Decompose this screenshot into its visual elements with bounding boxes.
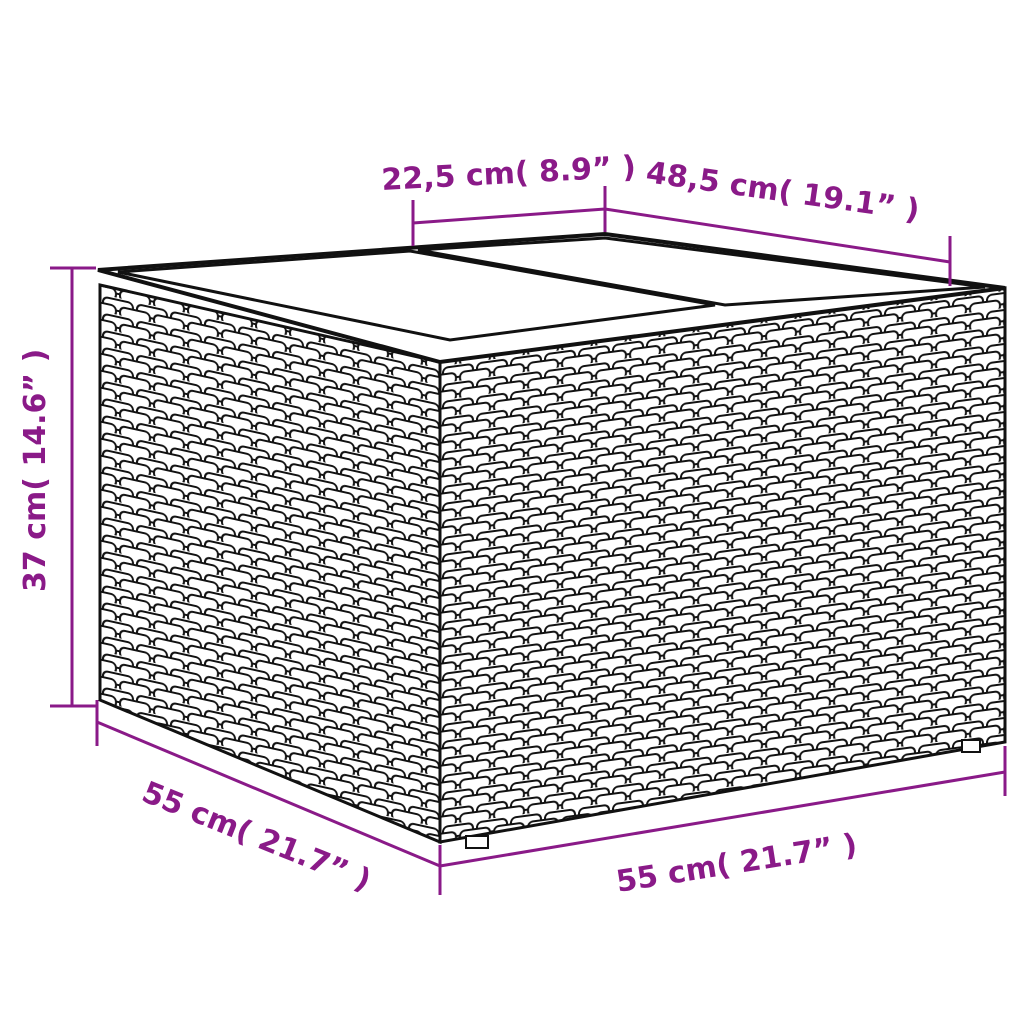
width-label: 55 cm( 21.7” ) <box>614 827 860 900</box>
lid-panel-left <box>117 249 716 342</box>
lid-width-label: 22,5 cm( 8.9” ) <box>381 150 637 198</box>
dimension-lines <box>50 186 1007 895</box>
foot <box>465 835 489 849</box>
left-face <box>98 283 442 845</box>
lid-panel-right <box>417 236 986 307</box>
right-face <box>438 286 1007 844</box>
foot <box>961 739 981 753</box>
height-label: 37 cm( 14.6” ) <box>18 349 53 592</box>
lid-depth-label: 48,5 cm( 19.1” ) <box>644 155 922 228</box>
